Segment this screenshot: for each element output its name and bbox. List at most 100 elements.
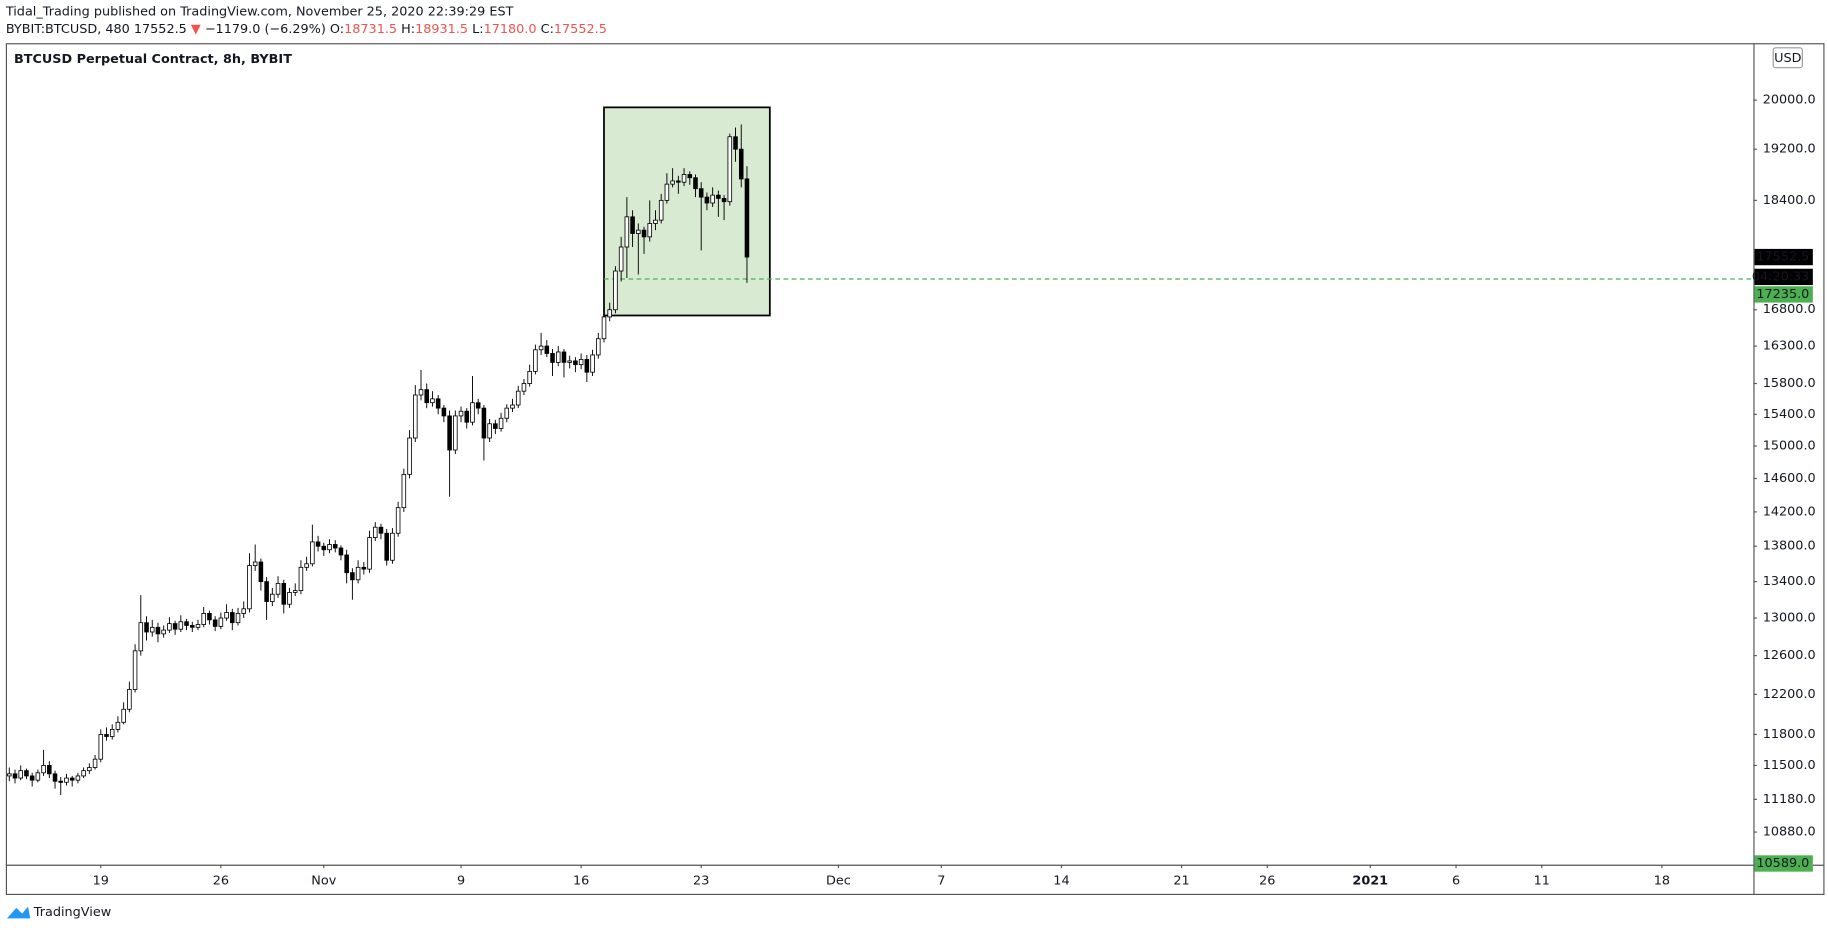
candle-body — [298, 566, 304, 592]
candle-body — [92, 758, 98, 768]
candle-body — [270, 593, 275, 602]
candle-body — [372, 526, 378, 538]
candle-body — [527, 371, 532, 384]
low-marker-label-text: 10589.0 — [1756, 856, 1809, 871]
x-tick-label: 23 — [693, 873, 709, 888]
candle-body — [315, 541, 321, 547]
candle-body — [172, 623, 178, 630]
candle-body — [658, 199, 664, 221]
highlight-box — [603, 106, 771, 317]
candle-body — [584, 359, 590, 373]
candle-body — [687, 174, 693, 179]
y-tick-label: 14600.0 — [1763, 471, 1816, 486]
y-tick-label: 13400.0 — [1763, 574, 1816, 589]
candle-body — [447, 415, 452, 451]
x-tick-label: 16 — [573, 873, 589, 888]
candle-body — [361, 566, 367, 570]
y-tick-label: 19200.0 — [1763, 142, 1816, 157]
candle-body — [281, 582, 287, 605]
logo-icon — [6, 906, 31, 919]
candle-body — [710, 194, 715, 204]
change: −1179.0 (−6.29%) — [205, 22, 326, 37]
x-tick-label: 18 — [1654, 873, 1670, 888]
last: 17552.5 — [134, 22, 187, 37]
candle-body — [350, 572, 355, 581]
candle-body — [630, 216, 635, 234]
candle-body — [515, 390, 521, 406]
candle-body — [332, 544, 338, 549]
candle-body — [395, 507, 401, 534]
candle-body — [344, 554, 349, 574]
candle-body — [481, 407, 487, 439]
y-tick-label: 15400.0 — [1763, 407, 1816, 422]
candle-body — [212, 619, 218, 627]
x-tick-label: 26 — [1259, 873, 1275, 888]
candle-body — [721, 198, 727, 203]
x-tick-label: 26 — [213, 873, 229, 888]
currency-button[interactable] — [1772, 47, 1803, 69]
candle-body — [550, 353, 555, 363]
candle-body — [184, 621, 189, 626]
candle-body — [367, 537, 372, 570]
y-tick-label: 11180.0 — [1763, 792, 1816, 807]
candle-body — [81, 770, 86, 777]
candle-body — [435, 398, 441, 409]
candle-body — [207, 613, 212, 621]
candle-body — [252, 561, 258, 566]
l-label: L: — [472, 22, 483, 37]
candle-body — [218, 617, 224, 627]
candle-body — [69, 777, 75, 781]
countdown-label: 04:20:33 — [1752, 268, 1813, 286]
candle-body — [716, 194, 721, 199]
y-tick-label: 15800.0 — [1763, 376, 1816, 391]
o-label: O: — [330, 22, 344, 37]
candle-body — [275, 582, 281, 595]
h-value: 18931.5 — [415, 22, 468, 37]
candle-body — [578, 359, 584, 366]
candle-body — [338, 547, 344, 556]
y-tick-label: 10880.0 — [1763, 825, 1816, 840]
candle-body — [407, 437, 412, 475]
candle-body — [453, 415, 458, 451]
candle-body — [573, 360, 578, 366]
y-tick-label: 14200.0 — [1763, 504, 1816, 519]
y-tick-label: 13800.0 — [1763, 539, 1816, 554]
candle-body — [12, 773, 18, 779]
candle-body — [458, 410, 464, 417]
currency[interactable]: USD — [1774, 51, 1801, 66]
candle-body — [287, 592, 292, 605]
y-tick-label: 18400.0 — [1763, 193, 1816, 208]
candle-body — [121, 708, 126, 723]
countdown-label-bg — [1754, 268, 1813, 286]
candle-body — [390, 532, 395, 561]
candle-body — [144, 622, 149, 633]
x-tick-label: 21 — [1173, 873, 1189, 888]
chart-title: BTCUSD Perpetual Contract, 8h, BYBIT — [14, 52, 292, 67]
candle-body — [504, 407, 510, 419]
last-price-label-text: 17552.5 — [1756, 250, 1809, 265]
candle-body — [247, 565, 252, 610]
candle-body — [52, 773, 58, 782]
candle-body — [230, 612, 235, 624]
candle-body — [693, 177, 698, 190]
x-tick-label: 19 — [93, 873, 109, 888]
candle-body — [304, 563, 309, 568]
candle-body — [561, 351, 567, 363]
candle-body — [607, 309, 612, 318]
candle-body — [24, 770, 29, 777]
line-price-label-text: 17235.0 — [1756, 287, 1809, 302]
candle-body — [115, 721, 121, 730]
last-price-label-bg — [1754, 248, 1813, 266]
x-tick-label: Nov — [311, 873, 336, 888]
candle-body — [613, 270, 618, 311]
candle-body — [189, 625, 195, 628]
candle-body — [521, 383, 527, 392]
candle-body — [733, 136, 738, 150]
candle-body — [676, 180, 681, 183]
candle-body — [681, 174, 687, 183]
candle-body — [195, 624, 201, 628]
candle-body — [149, 626, 155, 633]
logo: TradingView — [6, 905, 111, 920]
candle-body — [41, 765, 46, 774]
candle-body — [29, 775, 35, 781]
